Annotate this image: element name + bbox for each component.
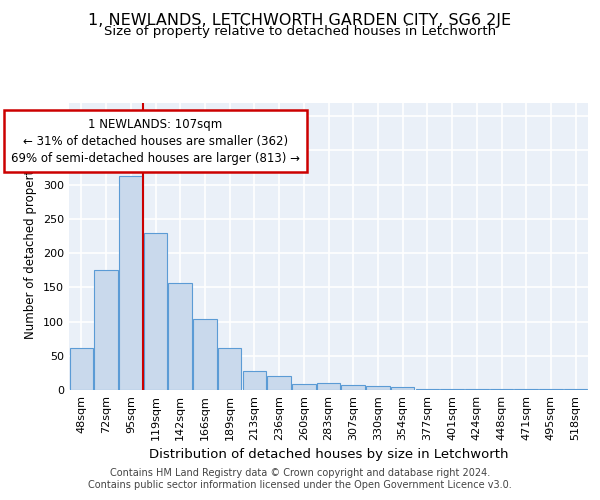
Bar xyxy=(70,348,93,390)
Text: 1, NEWLANDS, LETCHWORTH GARDEN CITY, SG6 2JE: 1, NEWLANDS, LETCHWORTH GARDEN CITY, SG6… xyxy=(88,12,512,28)
Bar xyxy=(268,376,291,390)
Bar xyxy=(292,384,316,390)
Bar xyxy=(341,385,365,390)
Y-axis label: Number of detached properties: Number of detached properties xyxy=(25,153,37,340)
Bar xyxy=(119,176,143,390)
Text: Contains public sector information licensed under the Open Government Licence v3: Contains public sector information licen… xyxy=(88,480,512,490)
Bar xyxy=(169,282,192,390)
Bar xyxy=(242,371,266,390)
Bar xyxy=(366,386,389,390)
Text: Contains HM Land Registry data © Crown copyright and database right 2024.: Contains HM Land Registry data © Crown c… xyxy=(110,468,490,477)
Bar xyxy=(94,270,118,390)
Bar xyxy=(144,232,167,390)
Text: 1 NEWLANDS: 107sqm
← 31% of detached houses are smaller (362)
69% of semi-detach: 1 NEWLANDS: 107sqm ← 31% of detached hou… xyxy=(11,118,300,164)
Bar xyxy=(193,319,217,390)
Bar xyxy=(317,383,340,390)
X-axis label: Distribution of detached houses by size in Letchworth: Distribution of detached houses by size … xyxy=(149,448,508,462)
Bar xyxy=(391,388,415,390)
Bar xyxy=(416,388,439,390)
Text: Size of property relative to detached houses in Letchworth: Size of property relative to detached ho… xyxy=(104,25,496,38)
Bar xyxy=(218,348,241,390)
